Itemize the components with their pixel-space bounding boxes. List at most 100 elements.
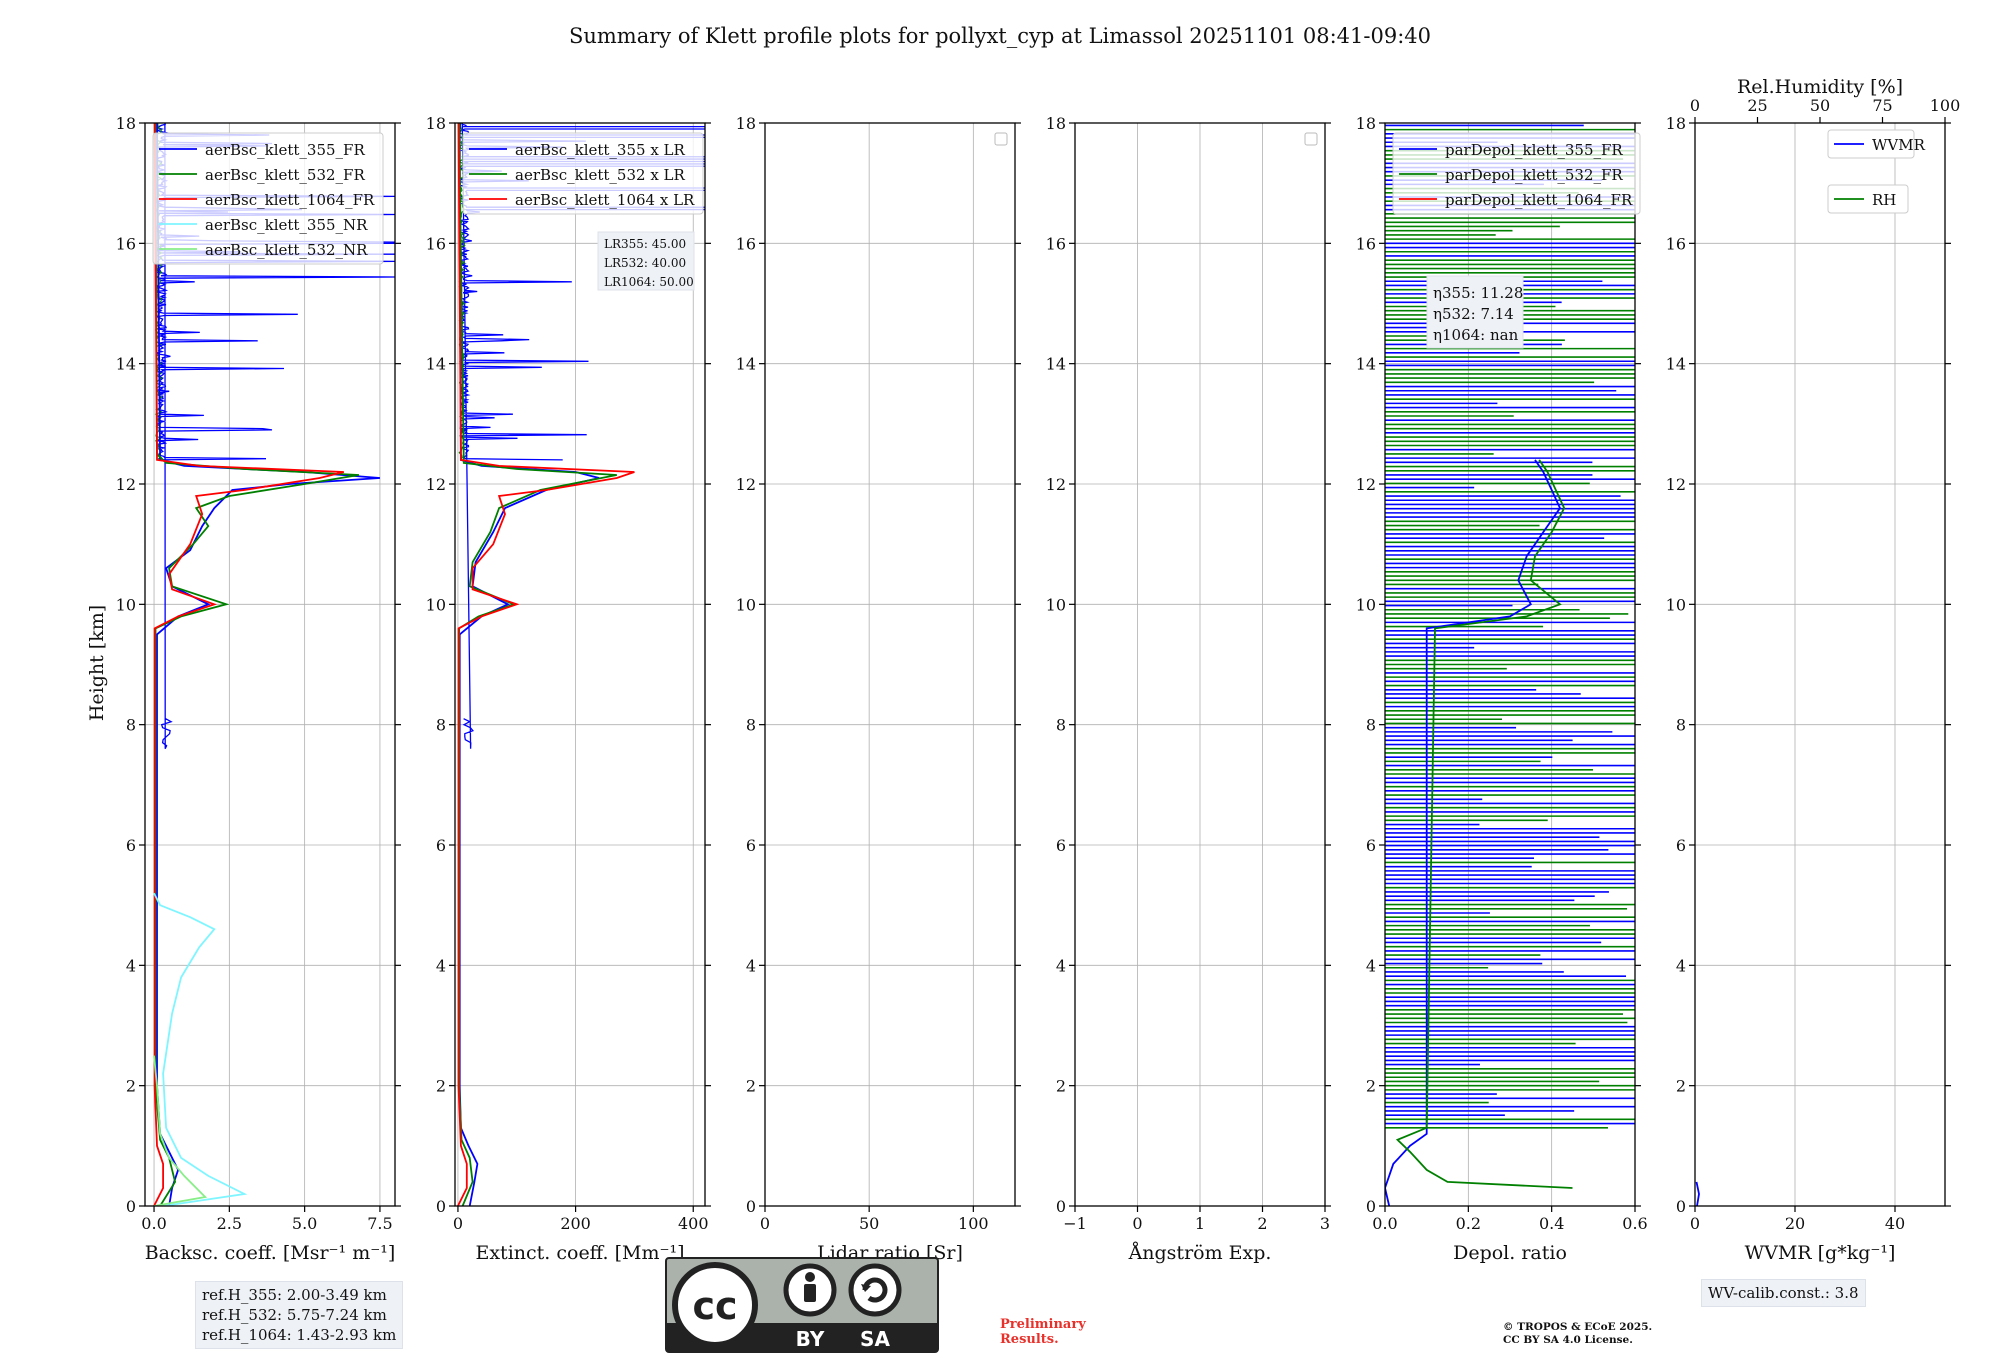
x-axis-label: WVMR [g*kg⁻¹] xyxy=(1745,1242,1896,1264)
y-tick-label: 16 xyxy=(1046,234,1066,253)
legend-label: aerBsc_klett_532_NR xyxy=(205,241,368,259)
y-tick-label: 10 xyxy=(426,595,446,614)
y-tick-label: 6 xyxy=(746,836,756,855)
copyright-note: © TROPOS & ECoE 2025. CC BY SA 4.0 Licen… xyxy=(1503,1321,1652,1347)
y-tick-label: 6 xyxy=(436,836,446,855)
series-WVMR xyxy=(1695,1181,1700,1206)
x-tick-label: 1 xyxy=(1195,1214,1205,1233)
eta-text: η355: 11.28 xyxy=(1433,284,1523,302)
x-tick-label: 0 xyxy=(1690,1214,1700,1233)
x-tick-label: −1 xyxy=(1063,1214,1087,1233)
wv-calib-text: WV-calib.const.: 3.8 xyxy=(1708,1284,1859,1302)
empty-legend xyxy=(994,132,1008,146)
empty-legend xyxy=(1304,132,1318,146)
y-tick-label: 0 xyxy=(746,1197,756,1216)
y-tick-label: 12 xyxy=(736,475,756,494)
x-axis-label: Backsc. coeff. [Msr⁻¹ m⁻¹] xyxy=(145,1242,396,1264)
y-tick-label: 4 xyxy=(1676,956,1686,975)
lr-text: LR355: 45.00 xyxy=(604,237,686,251)
x-tick-label: 200 xyxy=(560,1214,591,1233)
y-tick-label: 8 xyxy=(1676,716,1686,735)
ref-height-1064: ref.H_1064: 1.43-2.93 km xyxy=(202,1326,397,1344)
noise-355-aloft xyxy=(458,123,705,749)
y-tick-label: 18 xyxy=(736,114,756,133)
ref-heights-box: ref.H_355: 2.00-3.49 km ref.H_532: 5.75-… xyxy=(195,1281,404,1349)
y-axis-label: Height [km] xyxy=(86,605,108,721)
axes-frame xyxy=(1074,122,1326,1207)
y-tick-label: 2 xyxy=(1056,1077,1066,1096)
legend-label: aerBsc_klett_355 x LR xyxy=(515,141,686,159)
plot-area xyxy=(153,123,395,1206)
y-tick-label: 4 xyxy=(746,956,756,975)
copyright-line-2: CC BY SA 4.0 License. xyxy=(1503,1334,1633,1346)
y-tick-label: 4 xyxy=(1366,956,1376,975)
x-tick-label: 100 xyxy=(958,1214,989,1233)
y-tick-label: 6 xyxy=(1056,836,1066,855)
top-axis-label: Rel.Humidity [%] xyxy=(1737,76,1903,98)
x-tick-label: 0.0 xyxy=(1372,1214,1397,1233)
y-tick-label: 12 xyxy=(1046,475,1066,494)
series-aerBsc_klett_532_FR xyxy=(154,123,360,1206)
y-tick-label: 12 xyxy=(426,475,446,494)
y-tick-label: 14 xyxy=(426,355,446,374)
y-tick-label: 16 xyxy=(116,234,136,253)
series-parDepol_klett_532_FR xyxy=(1395,459,1573,1189)
y-tick-label: 10 xyxy=(116,595,136,614)
y-tick-label: 10 xyxy=(1666,595,1686,614)
y-tick-label: 2 xyxy=(1676,1077,1686,1096)
x-tick-label: 20 xyxy=(1785,1214,1805,1233)
x-tick-label: 3 xyxy=(1320,1214,1330,1233)
y-tick-label: 4 xyxy=(436,956,446,975)
y-tick-label: 14 xyxy=(1046,355,1066,374)
y-tick-label: 0 xyxy=(1056,1197,1066,1216)
copyright-line-1: © TROPOS & ECoE 2025. xyxy=(1503,1321,1653,1333)
y-tick-label: 0 xyxy=(126,1197,136,1216)
x-tick-label: 2.5 xyxy=(217,1214,242,1233)
legend-label: aerBsc_klett_1064_FR xyxy=(205,191,375,209)
preliminary-note: Preliminary Results. xyxy=(1000,1317,1086,1347)
y-tick-label: 8 xyxy=(1366,716,1376,735)
x-tick-label: 0.6 xyxy=(1622,1214,1647,1233)
sa-label: SA xyxy=(860,1327,890,1351)
y-tick-label: 16 xyxy=(736,234,756,253)
eta-box xyxy=(1426,275,1524,349)
legend-label: parDepol_klett_532_FR xyxy=(1445,166,1623,184)
eta-text: η532: 7.14 xyxy=(1433,305,1514,323)
lr-text: LR532: 40.00 xyxy=(604,256,686,270)
x-tick-label: 40 xyxy=(1885,1214,1905,1233)
legend-box xyxy=(1827,184,1909,214)
legend-label: aerBsc_klett_355_NR xyxy=(205,216,368,234)
axes-frame xyxy=(144,122,396,1207)
y-tick-label: 18 xyxy=(116,114,136,133)
legend-label: parDepol_klett_355_FR xyxy=(1445,141,1623,159)
series-aerBsc_klett_355_FR xyxy=(156,123,380,1206)
y-tick-label: 10 xyxy=(736,595,756,614)
y-tick-label: 12 xyxy=(1666,475,1686,494)
y-tick-label: 8 xyxy=(746,716,756,735)
legend-label: aerBsc_klett_1064 x LR xyxy=(515,191,695,209)
cc-by-sa-logo: cc BY SA xyxy=(665,1257,939,1353)
series-parDepol_klett_355_FR xyxy=(1385,459,1562,1206)
legend-label: parDepol_klett_1064_FR xyxy=(1445,191,1633,209)
preliminary-line-2: Results. xyxy=(1000,1332,1059,1347)
y-tick-label: 6 xyxy=(1366,836,1376,855)
y-tick-label: 2 xyxy=(436,1077,446,1096)
y-tick-label: 0 xyxy=(436,1197,446,1216)
y-tick-label: 10 xyxy=(1046,595,1066,614)
x-tick-label: 2 xyxy=(1257,1214,1267,1233)
series-aerBsc_klett_1064_FR xyxy=(153,123,345,1206)
y-tick-label: 4 xyxy=(1056,956,1066,975)
legend-box xyxy=(152,132,384,265)
x-axis-label: Ångström Exp. xyxy=(1128,1242,1272,1264)
y-tick-label: 12 xyxy=(1356,475,1376,494)
preliminary-line-1: Preliminary xyxy=(1000,1317,1086,1332)
top-tick-label: 75 xyxy=(1872,96,1892,115)
cc-text: cc xyxy=(692,1284,737,1328)
axes-frame xyxy=(1694,122,1946,1207)
figure-title: Summary of Klett profile plots for polly… xyxy=(569,24,1431,48)
legend-label: WVMR xyxy=(1872,136,1926,154)
panel-depol: 0.0 0.2 0.4 0.6 0 2 4 6 8 10 12 14 16 18 Depol. ratio p… xyxy=(1356,114,1648,1264)
eta-text: η1064: nan xyxy=(1433,326,1519,344)
y-tick-label: 18 xyxy=(1356,114,1376,133)
x-tick-label: 5.0 xyxy=(292,1214,317,1233)
